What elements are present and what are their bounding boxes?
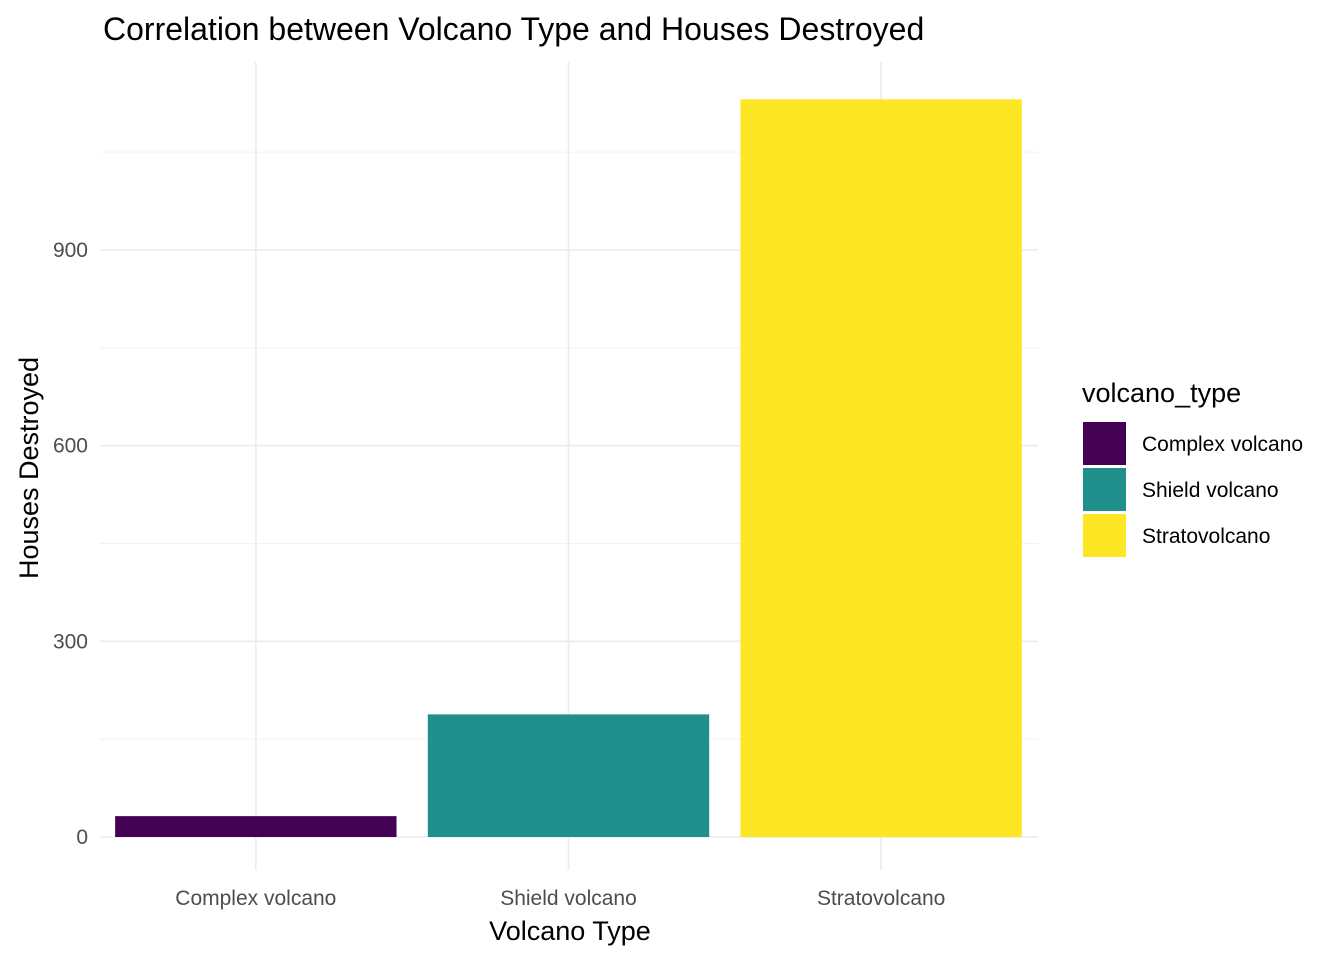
x-tick-label: Stratovolcano	[817, 887, 945, 910]
y-ticks: 0 300 600 900	[53, 239, 88, 849]
legend-title: volcano_type	[1082, 378, 1241, 408]
x-tick-label: Complex volcano	[175, 887, 336, 910]
y-tick-label: 0	[76, 826, 88, 849]
x-axis-title: Volcano Type	[489, 916, 651, 946]
bar	[740, 99, 1022, 837]
legend-label: Complex volcano	[1142, 433, 1303, 456]
y-axis-title: Houses Destroyed	[14, 357, 44, 579]
legend-label: Shield volcano	[1142, 479, 1279, 502]
legend-swatch	[1083, 422, 1126, 465]
legend: volcano_type Complex volcano Shield volca…	[1082, 378, 1303, 557]
legend-label: Stratovolcano	[1142, 525, 1270, 548]
x-tick-label: Shield volcano	[500, 887, 637, 910]
y-tick-label: 900	[53, 239, 88, 262]
chart-title: Correlation between Volcano Type and Hou…	[103, 11, 924, 47]
bar	[427, 714, 710, 837]
legend-entries: Complex volcano Shield volcano Stratovolca…	[1083, 422, 1303, 557]
y-tick-label: 300	[53, 630, 88, 653]
bar	[115, 816, 397, 837]
legend-swatch	[1083, 514, 1126, 557]
bars	[115, 99, 1022, 837]
y-tick-label: 600	[53, 435, 88, 458]
legend-swatch	[1083, 468, 1126, 511]
x-ticks: Complex volcano Shield volcano Stratovolca…	[175, 887, 945, 910]
